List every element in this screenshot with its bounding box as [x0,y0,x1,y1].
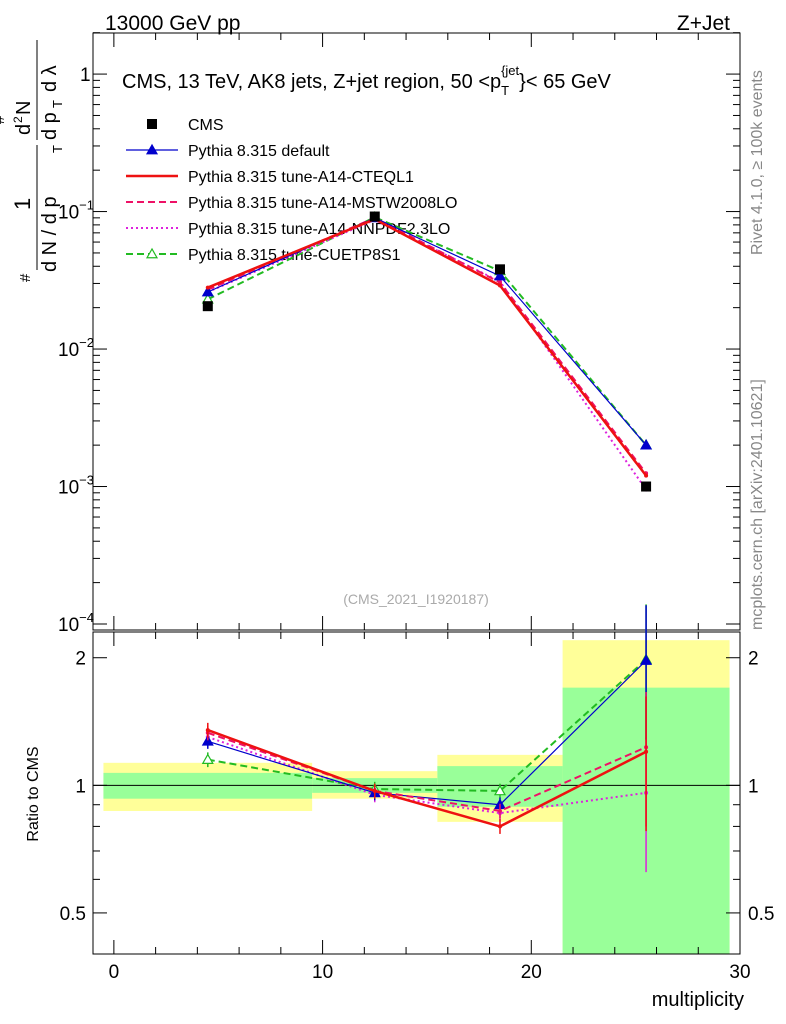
process-label: Z+Jet [677,12,730,35]
ratio-y-tick-label: 0.5 [748,904,774,925]
ratio-point [372,788,377,793]
source-label: mcplots.cern.ch [arXiv:2401.10621] [749,379,766,630]
ylabel-t2: T [50,100,65,108]
series-line [207,216,647,446]
ratio-y-tick-label: 2 [75,649,86,670]
ratio-series [201,604,653,873]
data-point [494,264,505,275]
ratio-x-tick-label: 20 [521,962,542,983]
ylabel-dpt: d p [39,112,61,140]
data-point [644,473,649,478]
main-title: CMS, 13 TeV, AK8 jets, Z+jet region, 50 … [122,63,612,98]
data-point [497,280,502,285]
data-point [201,285,214,297]
ratio-panel-frame [92,631,741,955]
ratio-point [497,808,502,813]
data-point [497,283,502,288]
ratio-line [207,660,647,806]
ylabel-hash2: # [0,115,8,124]
legend-marker [147,119,157,129]
ratio-y-tick-label: 2 [748,649,759,670]
y-tick-label: 10−4 [58,610,94,636]
ylabel-hash1: # [17,273,34,282]
data-point [202,301,213,312]
beam-label: 13000 GeV pp [105,12,240,35]
legend-item: Pythia 8.315 tune-CUETP8S1 [126,247,401,264]
title-sub: T [501,83,509,98]
ratio-line [207,736,647,815]
ratio-y-tick-label: 1 [75,776,86,797]
legend-item: CMS [147,117,224,134]
ratio-point [493,784,507,796]
series-line [207,217,647,446]
ratio-point [205,728,210,733]
ratio-point [644,749,649,754]
ylabel-dndpt: d N / d p [39,196,61,272]
title-sup: {jet [501,63,519,78]
ylabel-dlambda: d λ [39,65,61,92]
legend-item: Pythia 8.315 tune-A14-CTEQL1 [126,169,414,186]
ratio-point [640,654,653,665]
y-tick-label: 1 [80,65,91,86]
ratio-x-tick-label: 30 [729,962,750,983]
ylabel-N: N [13,101,35,115]
main-series [201,210,653,492]
ratio-point [497,824,502,829]
legend-label: CMS [188,117,224,134]
data-point [640,438,653,450]
analysis-watermark: (CMS_2021_I1920187) [343,591,489,607]
legend-marker [145,143,159,155]
y-tick-label: 10−1 [58,198,94,224]
legend-label: Pythia 8.315 tune-A14-MSTW2008LO [188,195,457,212]
ratio-xlabel: multiplicity [652,989,744,1011]
ratio-line [207,731,647,812]
data-point [493,269,507,281]
series-pythia-8-315-tune-a14-cteql1 [205,217,649,478]
ylabel-t1: T [50,145,65,153]
ylabel-d2: d [13,124,35,135]
ratio-line [207,728,647,828]
rivet-label: Rivet 4.1.0, ≥ 100k events [749,70,766,255]
series-line [207,217,648,477]
main-y-ticks: 1 10−1 10−2 10−3 10−4 [58,32,741,636]
ylabel-two: 2 [11,116,25,123]
ratio-x-tick-label: 0 [109,962,120,983]
ratio-point [201,753,214,764]
ratio-point [201,735,214,746]
ratio-ticks: 0.5 0.51 12 20 10 20 30 [60,632,774,983]
legend-item: Pythia 8.315 default [126,143,330,160]
data-point [205,285,210,290]
ratio-line [207,658,647,792]
legend-label: Pythia 8.315 tune-CUETP8S1 [188,247,401,264]
legend-item: Pythia 8.315 tune-A14-MSTW2008LO [126,195,457,212]
y-tick-label: 10−3 [58,473,94,499]
title-prefix: CMS, 13 TeV, AK8 jets, Z+jet region, 50 … [122,71,501,93]
ratio-x-tick-label: 10 [312,962,333,983]
legend-label: Pythia 8.315 default [188,143,330,160]
ylabel-one: 1 [10,198,35,210]
series-line [207,218,647,491]
main-panel-frame [92,32,741,631]
legend-marker [145,247,159,259]
legend-label: Pythia 8.315 tune-A14-CTEQL1 [188,169,414,186]
ratio-pythia-8-315-tune-a14-cteql1 [205,696,649,834]
legend: CMS Pythia 8.315 default Pythia 8.315 tune… [126,117,457,264]
ratio-ylabel: Ratio to CMS [25,746,42,841]
ratio-y-tick-label: 0.5 [60,904,86,925]
data-point [641,481,652,492]
title-suffix: }< 65 GeV [519,71,611,93]
data-point [369,211,380,222]
series-cms [202,211,652,492]
main-ylabel: # 1 d N / d p T d 2 N # d p T d λ [0,40,65,282]
ratio-y-tick-label: 1 [748,776,759,797]
y-tick-label: 10−2 [58,335,94,361]
